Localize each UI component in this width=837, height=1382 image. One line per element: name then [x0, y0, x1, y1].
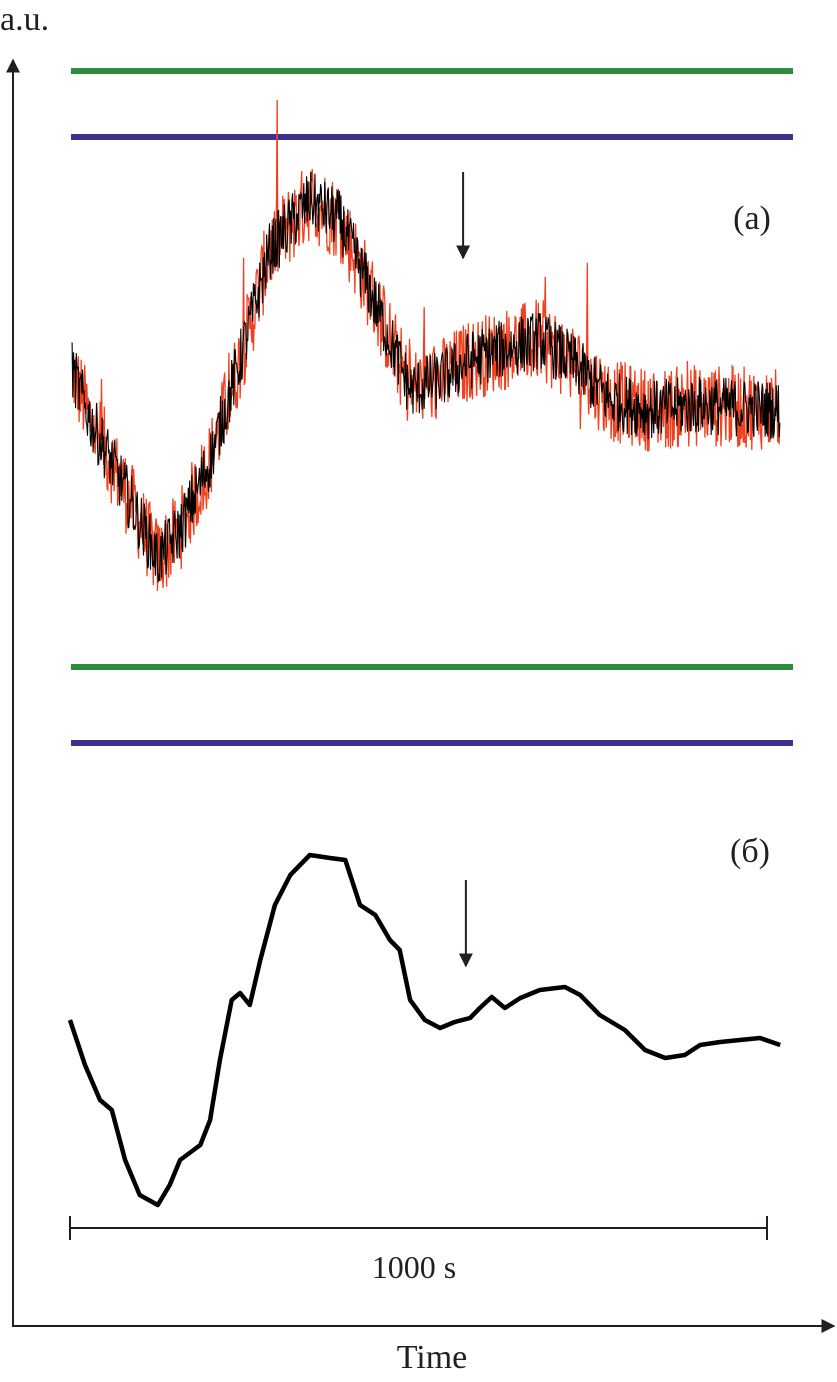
y-axis-label: a.u.	[0, 1, 49, 38]
series-line-noisy-black	[71, 171, 781, 583]
series-line-smooth	[67, 852, 781, 1208]
scale-bar: 1000 s	[69, 1216, 768, 1285]
panel-label-b: (б)	[730, 833, 770, 870]
panel-label-a: (a)	[733, 200, 771, 237]
scale-bar-label: 1000 s	[372, 1249, 456, 1285]
x-axis-label: Time	[397, 1339, 468, 1376]
plot-area	[67, 68, 793, 1208]
